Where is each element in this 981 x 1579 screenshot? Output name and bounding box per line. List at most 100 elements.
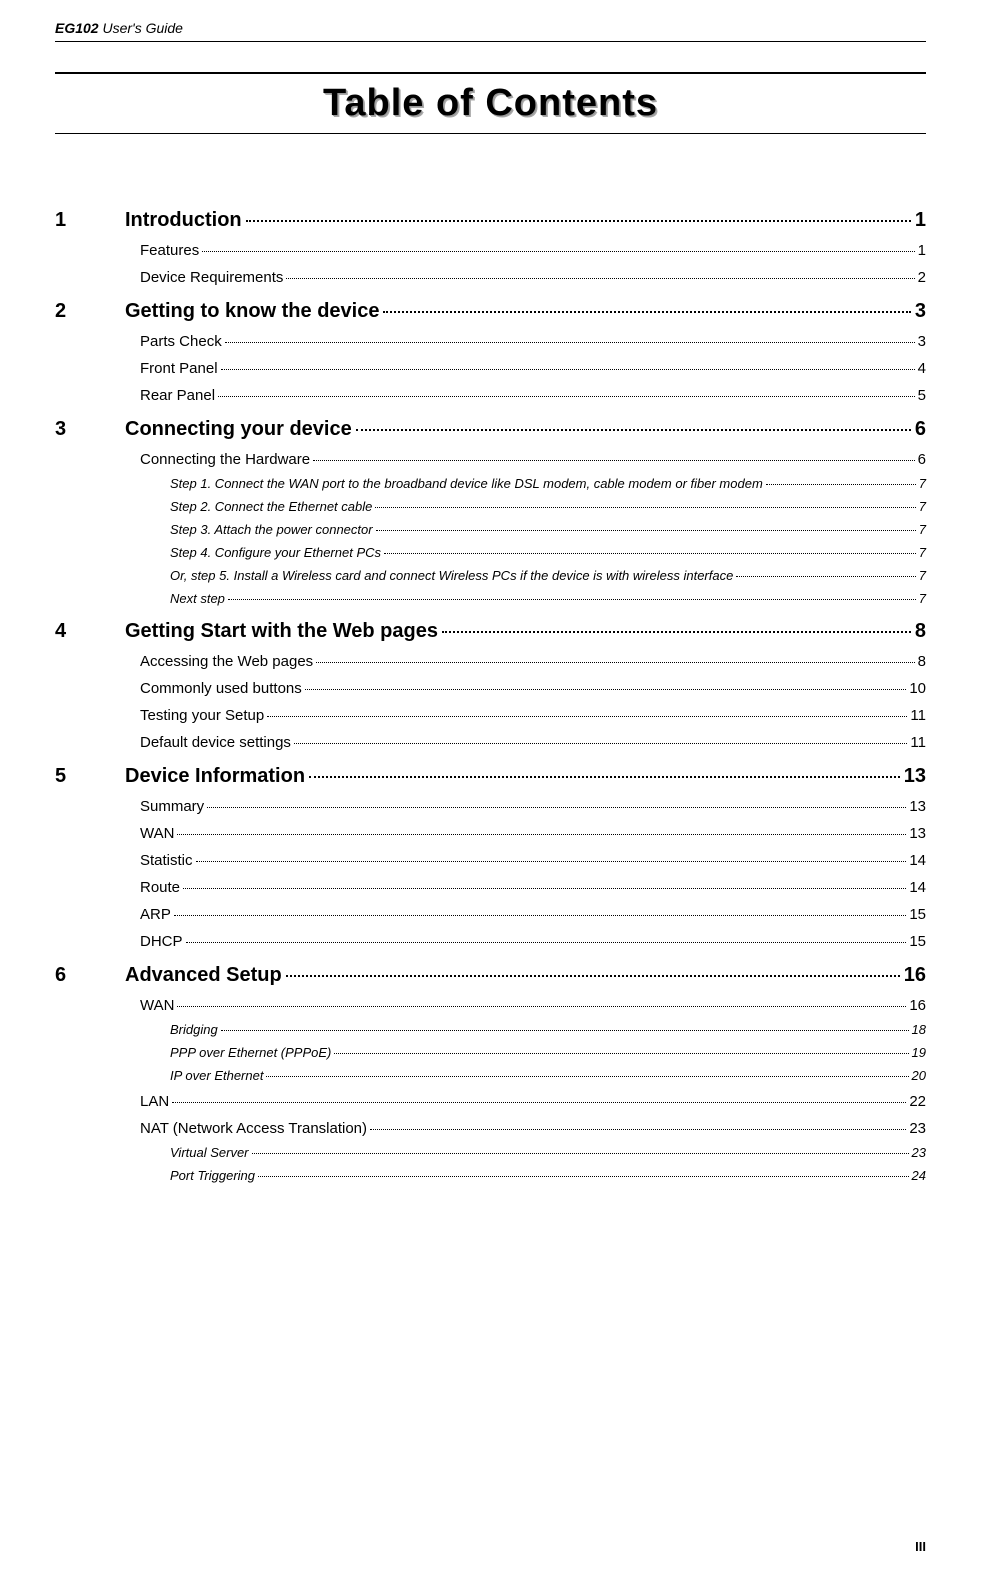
toc-sub-page: 15 <box>909 933 926 950</box>
toc-leader <box>258 1176 909 1177</box>
toc-sub2-page: 7 <box>919 522 926 537</box>
toc-sub2-title: PPP over Ethernet (PPPoE) <box>170 1045 331 1060</box>
toc-subsection: Commonly used buttons 10 <box>55 680 926 697</box>
toc-leader <box>267 716 907 717</box>
toc-leader <box>172 1102 906 1103</box>
toc-subsubsection: Next step 7 <box>55 591 926 606</box>
toc-sub2-title: Bridging <box>170 1022 218 1037</box>
toc-sub2-title: Port Triggering <box>170 1168 255 1183</box>
toc-section-page: 1 <box>915 209 926 232</box>
toc-sub-page: 13 <box>909 825 926 842</box>
toc-leader <box>183 888 906 889</box>
toc-body: 1Introduction1 Features 1 Device Requiremen… <box>55 209 926 1183</box>
toc-leader <box>196 861 907 862</box>
toc-sub2-page: 7 <box>919 591 926 606</box>
toc-subsubsection: Step 1. Connect the WAN port to the broa… <box>55 476 926 491</box>
toc-leader <box>225 342 915 343</box>
toc-sub-title: Parts Check <box>140 333 222 350</box>
toc-section-title: Device Information <box>125 765 305 788</box>
toc-leader <box>207 807 906 808</box>
toc-title-container: Table of Contents <box>55 72 926 134</box>
toc-sub2-page: 7 <box>919 476 926 491</box>
toc-section: 5Device Information13 <box>55 765 926 788</box>
doc-type: User's Guide <box>102 20 182 36</box>
toc-sub-page: 3 <box>918 333 926 350</box>
toc-sub-title: Features <box>140 242 199 259</box>
toc-section-title: Advanced Setup <box>125 964 282 987</box>
toc-leader <box>334 1053 908 1054</box>
toc-leader <box>305 689 907 690</box>
header-divider <box>55 41 926 42</box>
toc-sub-title: Commonly used buttons <box>140 680 302 697</box>
toc-leader <box>174 915 906 916</box>
toc-leader <box>383 311 910 313</box>
toc-section-page: 16 <box>904 964 926 987</box>
toc-section-page: 3 <box>915 300 926 323</box>
toc-section: 1Introduction1 <box>55 209 926 232</box>
toc-leader <box>766 484 916 485</box>
toc-subsection: WAN 13 <box>55 825 926 842</box>
toc-subsubsection: Step 3. Attach the power connector7 <box>55 522 926 537</box>
toc-sub-title: LAN <box>140 1093 169 1110</box>
toc-sub-page: 11 <box>910 734 926 751</box>
toc-leader <box>442 631 911 633</box>
toc-leader <box>356 429 911 431</box>
toc-leader <box>228 599 916 600</box>
toc-sub-title: Device Requirements <box>140 269 283 286</box>
toc-section-title: Getting Start with the Web pages <box>125 620 438 643</box>
toc-leader <box>218 396 915 397</box>
toc-subsubsection: Step 2. Connect the Ethernet cable7 <box>55 499 926 514</box>
toc-sub2-title: Or, step 5. Install a Wireless card and … <box>170 568 733 583</box>
toc-leader <box>313 460 915 461</box>
toc-leader <box>384 553 916 554</box>
toc-subsubsection: IP over Ethernet20 <box>55 1068 926 1083</box>
toc-subsection: Route14 <box>55 879 926 896</box>
toc-sub-page: 13 <box>909 798 926 815</box>
toc-section-number: 3 <box>55 418 125 441</box>
toc-section-number: 4 <box>55 620 125 643</box>
toc-sub-title: Connecting the Hardware <box>140 451 310 468</box>
toc-sub-page: 8 <box>918 653 926 670</box>
toc-leader <box>736 576 915 577</box>
toc-sub-title: Default device settings <box>140 734 291 751</box>
toc-sub-page: 11 <box>910 707 926 724</box>
toc-leader <box>221 1030 909 1031</box>
toc-leader <box>294 743 908 744</box>
toc-sub-title: WAN <box>140 825 174 842</box>
toc-section-title: Connecting your device <box>125 418 352 441</box>
toc-sub-page: 23 <box>909 1120 926 1137</box>
toc-sub-page: 16 <box>909 997 926 1014</box>
toc-leader <box>309 776 900 778</box>
toc-subsection: Connecting the Hardware 6 <box>55 451 926 468</box>
toc-section-number: 2 <box>55 300 125 323</box>
toc-sub-title: Testing your Setup <box>140 707 264 724</box>
toc-sub-page: 6 <box>918 451 926 468</box>
toc-subsection: ARP15 <box>55 906 926 923</box>
toc-subsection: Device Requirements2 <box>55 269 926 286</box>
toc-section-page: 6 <box>915 418 926 441</box>
toc-sub2-page: 7 <box>919 568 926 583</box>
toc-sub2-page: 19 <box>912 1045 926 1060</box>
toc-sub-page: 10 <box>909 680 926 697</box>
toc-section-number: 6 <box>55 964 125 987</box>
toc-subsubsection: Port Triggering24 <box>55 1168 926 1183</box>
toc-subsubsection: Bridging18 <box>55 1022 926 1037</box>
toc-sub2-title: Next step <box>170 591 225 606</box>
toc-sub-title: Accessing the Web pages <box>140 653 313 670</box>
toc-sub-title: WAN <box>140 997 174 1014</box>
toc-sub-page: 4 <box>918 360 926 377</box>
toc-leader <box>370 1129 906 1130</box>
toc-subsection: Summary13 <box>55 798 926 815</box>
toc-leader <box>376 530 916 531</box>
toc-leader <box>375 507 915 508</box>
toc-sub-title: Front Panel <box>140 360 218 377</box>
page-number: III <box>915 1539 926 1554</box>
toc-section-number: 1 <box>55 209 125 232</box>
toc-sub2-page: 7 <box>919 499 926 514</box>
toc-sub-title: DHCP <box>140 933 183 950</box>
toc-subsection: WAN 16 <box>55 997 926 1014</box>
toc-sub2-page: 20 <box>912 1068 926 1083</box>
toc-section-number: 5 <box>55 765 125 788</box>
toc-leader <box>286 975 900 977</box>
toc-subsection: Default device settings 11 <box>55 734 926 751</box>
